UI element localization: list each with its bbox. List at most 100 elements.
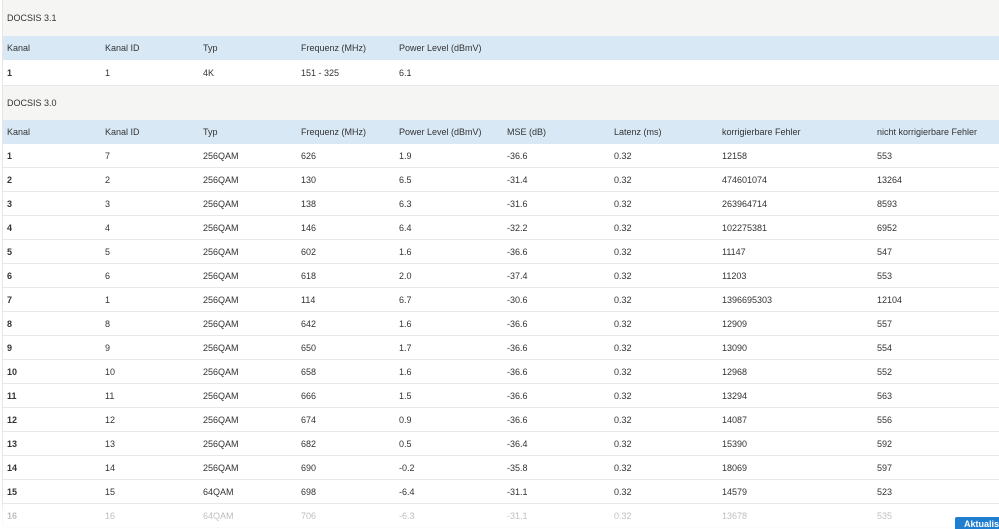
table-cell: 15 — [105, 480, 115, 503]
table-row: 44256QAM1466.4-32.20.321022753816952 — [2, 216, 999, 240]
table-cell: 592 — [877, 432, 892, 455]
table-row: 1111256QAM6661.5-36.60.3213294563 — [2, 384, 999, 408]
table-cell: -30.6 — [507, 288, 528, 311]
table-cell: 8 — [105, 312, 110, 335]
table-cell: 642 — [301, 312, 316, 335]
table-cell: 690 — [301, 456, 316, 479]
table-cell: 9 — [7, 336, 12, 359]
table-cell: -36.6 — [507, 408, 528, 431]
table-cell: 7 — [105, 144, 110, 167]
scroll-fade — [0, 506, 999, 529]
table-cell: 553 — [877, 264, 892, 287]
table-cell: 256QAM — [203, 192, 239, 215]
table-cell: 114 — [301, 288, 315, 311]
table-cell: 256QAM — [203, 384, 239, 407]
table-cell: 14087 — [722, 408, 747, 431]
table-cell: 256QAM — [203, 432, 239, 455]
table-cell: -31.4 — [507, 168, 528, 191]
table-row: 1313256QAM6820.5-36.40.3215390592 — [2, 432, 999, 456]
table-cell: 602 — [301, 240, 316, 263]
refresh-button[interactable]: Aktualisieren — [955, 517, 999, 529]
table-row: 99256QAM6501.7-36.60.3213090554 — [2, 336, 999, 360]
table-cell: 4 — [105, 216, 110, 239]
table-row: 17256QAM6261.9-36.60.3212158553 — [2, 144, 999, 168]
table-cell: 553 — [877, 144, 892, 167]
table-row: 33256QAM1386.3-31.60.322639647148593 — [2, 192, 999, 216]
table-cell: 658 — [301, 360, 316, 383]
table-cell: 151 - 325 — [301, 60, 339, 85]
table-cell: 13294 — [722, 384, 747, 407]
table-cell: 0.9 — [399, 408, 412, 431]
column-header: Power Level (dBmV) — [399, 36, 482, 60]
table-row: 1414256QAM690-0.2-35.80.3218069597 — [2, 456, 999, 480]
table-cell: -36.4 — [507, 432, 528, 455]
table-cell: 674 — [301, 408, 316, 431]
table-cell: -31.1 — [507, 480, 528, 503]
table-cell: -36.6 — [507, 336, 528, 359]
table-row: 88256QAM6421.6-36.60.3212909557 — [2, 312, 999, 336]
table-cell: 14 — [7, 456, 17, 479]
table-header: KanalKanal IDTypFrequenz (MHz)Power Leve… — [2, 36, 999, 60]
table-cell: 4 — [7, 216, 12, 239]
table-cell: 256QAM — [203, 408, 239, 431]
column-header: Latenz (ms) — [614, 120, 662, 144]
table-cell: 0.32 — [614, 192, 632, 215]
table-cell: 102275381 — [722, 216, 767, 239]
table-row: 71256QAM1146.7-30.60.32139669530312104 — [2, 288, 999, 312]
table-cell: 13090 — [722, 336, 747, 359]
table-cell: 6952 — [877, 216, 897, 239]
table-cell: 552 — [877, 360, 892, 383]
table-cell: -0.2 — [399, 456, 415, 479]
table-cell: 7 — [7, 288, 12, 311]
table-cell: 666 — [301, 384, 316, 407]
table-row: 1010256QAM6581.6-36.60.3212968552 — [2, 360, 999, 384]
table-cell: 0.32 — [614, 456, 632, 479]
table-cell: -36.6 — [507, 384, 528, 407]
table-cell: 597 — [877, 456, 892, 479]
table-cell: 1.9 — [399, 144, 412, 167]
column-header: Typ — [203, 120, 218, 144]
table-cell: -36.6 — [507, 360, 528, 383]
table-cell: 3 — [7, 192, 12, 215]
section-title-text: DOCSIS 3.1 — [7, 0, 57, 36]
table-cell: 13264 — [877, 168, 902, 191]
table-cell: 12 — [7, 408, 17, 431]
table-cell: 4K — [203, 60, 214, 85]
table-cell: 1 — [7, 60, 12, 85]
table-cell: 0.32 — [614, 432, 632, 455]
table-cell: 0.32 — [614, 240, 632, 263]
table-row: 66256QAM6182.0-37.40.3211203553 — [2, 264, 999, 288]
table-cell: 0.32 — [614, 312, 632, 335]
table-cell: 0.32 — [614, 480, 632, 503]
table-cell: 256QAM — [203, 288, 239, 311]
table-cell: 12968 — [722, 360, 747, 383]
table-cell: 6 — [105, 264, 110, 287]
table-cell: 2 — [7, 168, 12, 191]
table-cell: -32.2 — [507, 216, 528, 239]
table-cell: 547 — [877, 240, 892, 263]
table-cell: 0.32 — [614, 216, 632, 239]
table-header: KanalKanal IDTypFrequenz (MHz)Power Leve… — [2, 120, 999, 144]
table-cell: 130 — [301, 168, 316, 191]
table-cell: 256QAM — [203, 168, 239, 191]
table-cell: -37.4 — [507, 264, 528, 287]
table-cell: 6.3 — [399, 192, 412, 215]
table-cell: 557 — [877, 312, 892, 335]
table-cell: 698 — [301, 480, 316, 503]
table-cell: 256QAM — [203, 336, 239, 359]
table-cell: 256QAM — [203, 144, 239, 167]
table-cell: 64QAM — [203, 480, 234, 503]
column-header: nicht korrigierbare Fehler — [877, 120, 977, 144]
table-cell: 1.7 — [399, 336, 412, 359]
column-header: Power Level (dBmV) — [399, 120, 482, 144]
section-title: DOCSIS 3.0 — [2, 86, 999, 120]
table-cell: 0.32 — [614, 384, 632, 407]
table-cell: 1 — [105, 288, 110, 311]
table-cell: 0.5 — [399, 432, 412, 455]
table-row: 1212256QAM6740.9-36.60.3214087556 — [2, 408, 999, 432]
table-row: 22256QAM1306.5-31.40.3247460107413264 — [2, 168, 999, 192]
column-header: Kanal — [7, 36, 30, 60]
table-cell: 6.4 — [399, 216, 412, 239]
table-cell: 8 — [7, 312, 12, 335]
table-cell: 563 — [877, 384, 892, 407]
